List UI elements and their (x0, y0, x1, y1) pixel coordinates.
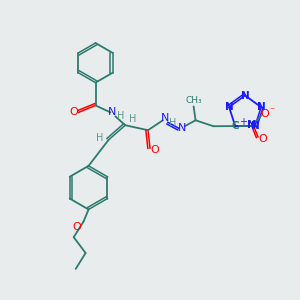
Text: N: N (178, 123, 186, 133)
Text: O: O (259, 134, 267, 144)
Text: N: N (248, 120, 257, 130)
Text: N: N (161, 113, 169, 123)
Text: H: H (169, 118, 176, 128)
Text: O: O (72, 222, 81, 232)
Text: N: N (257, 102, 266, 112)
Text: H: H (117, 111, 124, 121)
Text: ⁻: ⁻ (269, 106, 275, 116)
Text: N: N (241, 91, 250, 100)
Text: N: N (108, 107, 116, 117)
Text: CH₃: CH₃ (185, 96, 202, 105)
Text: N: N (250, 121, 260, 131)
Text: O: O (69, 107, 78, 117)
Text: N: N (225, 102, 233, 112)
Text: H: H (130, 114, 137, 124)
Text: +: + (239, 117, 247, 127)
Text: C: C (231, 121, 239, 131)
Text: H: H (96, 133, 103, 143)
Text: O: O (151, 145, 159, 155)
Text: O: O (261, 109, 269, 119)
